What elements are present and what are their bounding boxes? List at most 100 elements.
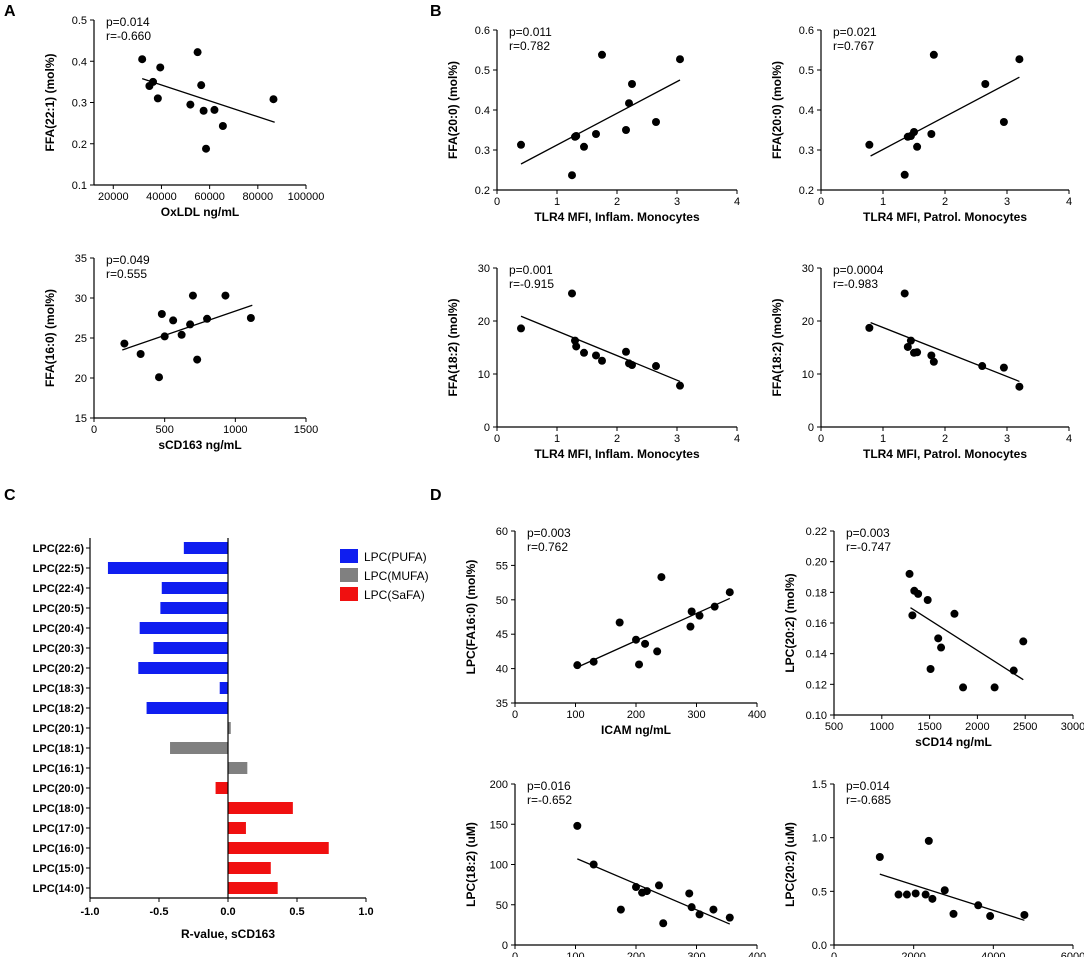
regression-line [122, 304, 253, 351]
data-point [695, 910, 704, 919]
x-tick-label: 1500 [917, 721, 941, 733]
category-label: LPC(17:0) [33, 823, 85, 835]
bar [228, 882, 278, 894]
y-tick-label: 55 [496, 560, 508, 572]
x-tick-label: 20000 [98, 191, 129, 203]
category-label: LPC(18:1) [33, 743, 85, 755]
data-point [652, 362, 660, 371]
data-point [950, 609, 959, 618]
y-tick-label: 35 [496, 698, 508, 710]
y-tick-label: 0.4 [72, 56, 87, 68]
x-tick-label: 100 [566, 709, 584, 721]
data-point [572, 342, 581, 351]
data-point [210, 105, 219, 114]
y-tick-label: 0.10 [806, 710, 827, 722]
x-tick-label: 3 [674, 433, 680, 445]
x-tick-label: 200 [627, 709, 645, 721]
y-tick-label: 30 [802, 263, 814, 275]
x-tick-label: 200 [627, 951, 645, 957]
y-tick-label: 20 [75, 373, 87, 385]
x-tick-label: 500 [825, 721, 843, 733]
data-point [902, 890, 911, 899]
y-tick-label: 10 [802, 369, 814, 381]
data-point [659, 919, 668, 928]
x-tick-label: 0 [818, 196, 824, 208]
legend-swatch [340, 587, 358, 601]
data-point [959, 683, 968, 692]
legend-swatch [340, 549, 358, 563]
bar [183, 542, 228, 554]
p-value-label: p=0.014 [846, 779, 890, 793]
y-tick-label: 10 [478, 369, 490, 381]
x-tick-label: 1000 [870, 721, 894, 733]
category-label: LPC(20:3) [33, 643, 85, 655]
y-tick-label: 40 [496, 664, 508, 676]
data-point [592, 351, 600, 360]
regression-line [520, 79, 681, 165]
p-value-label: p=0.014 [106, 15, 150, 29]
y-tick-label: 35 [75, 253, 87, 265]
data-point [598, 50, 606, 59]
data-point [1020, 910, 1029, 919]
data-point [999, 118, 1008, 126]
p-value-label: p=0.016 [527, 779, 571, 793]
bar [161, 582, 228, 594]
data-point [865, 323, 874, 332]
y-axis-title: FFA(18:2) (mol%) [446, 298, 460, 396]
x-axis-title: TLR4 MFI, Patrol. Monocytes [863, 447, 1027, 461]
x-tick-label: 2000 [965, 721, 989, 733]
x-tick-label: 3 [1004, 196, 1010, 208]
y-tick-label: 0.1 [72, 180, 87, 192]
x-axis-title: TLR4 MFI, Patrol. Monocytes [863, 210, 1027, 224]
data-point [921, 890, 930, 899]
y-tick-label: 0.12 [806, 679, 827, 691]
x-axis-title: R-value, sCD163 [181, 927, 275, 941]
y-axis-title: FFA(16:0) (mol%) [43, 289, 57, 387]
data-point [642, 887, 651, 896]
data-point [193, 355, 202, 364]
r-value-label: r=-0.747 [846, 540, 891, 554]
data-point [1009, 666, 1018, 675]
y-tick-label: 20 [802, 316, 814, 328]
y-axis-title: FFA(20:0) (mol%) [446, 61, 460, 159]
y-tick-label: 0.3 [72, 98, 87, 110]
legend-label: LPC(PUFA) [364, 550, 427, 564]
y-tick-label: 0.5 [475, 65, 490, 77]
category-label: LPC(16:1) [33, 763, 85, 775]
category-label: LPC(20:5) [33, 603, 85, 615]
data-point [572, 132, 581, 140]
scatter-plot-d-bottom-left: 0100200300400050100150200ICAM1 ng/mLLPC(… [464, 779, 766, 957]
y-tick-label: 150 [490, 819, 508, 831]
y-tick-label: 0.5 [799, 65, 814, 77]
data-point [269, 95, 278, 104]
category-label: LPC(18:2) [33, 703, 85, 715]
x-tick-label: 4 [1066, 433, 1072, 445]
x-tick-label: 2 [614, 433, 620, 445]
category-label: LPC(16:0) [33, 843, 85, 855]
p-value-label: p=0.003 [527, 526, 571, 540]
x-tick-label: 500 [155, 424, 173, 436]
data-point [580, 348, 588, 357]
y-tick-label: 1.0 [812, 833, 827, 845]
x-tick-label: 0 [91, 424, 97, 436]
x-tick-label: 1 [554, 196, 560, 208]
x-tick-label: 80000 [243, 191, 274, 203]
data-point [709, 905, 718, 914]
bar [228, 842, 329, 854]
y-tick-label: 0.20 [806, 557, 827, 569]
data-point [186, 100, 195, 109]
regression-line [870, 321, 1020, 383]
data-point [138, 55, 147, 64]
bar [228, 722, 231, 734]
data-point [687, 607, 696, 616]
data-point [1015, 382, 1024, 391]
data-point [573, 821, 582, 830]
x-tick-label: 300 [687, 709, 705, 721]
category-label: LPC(22:4) [33, 583, 85, 595]
data-point [177, 330, 186, 339]
data-point [903, 342, 912, 351]
p-value-label: p=0.003 [846, 526, 890, 540]
data-point [573, 661, 582, 670]
x-tick-label: 40000 [146, 191, 177, 203]
bar [219, 682, 228, 694]
